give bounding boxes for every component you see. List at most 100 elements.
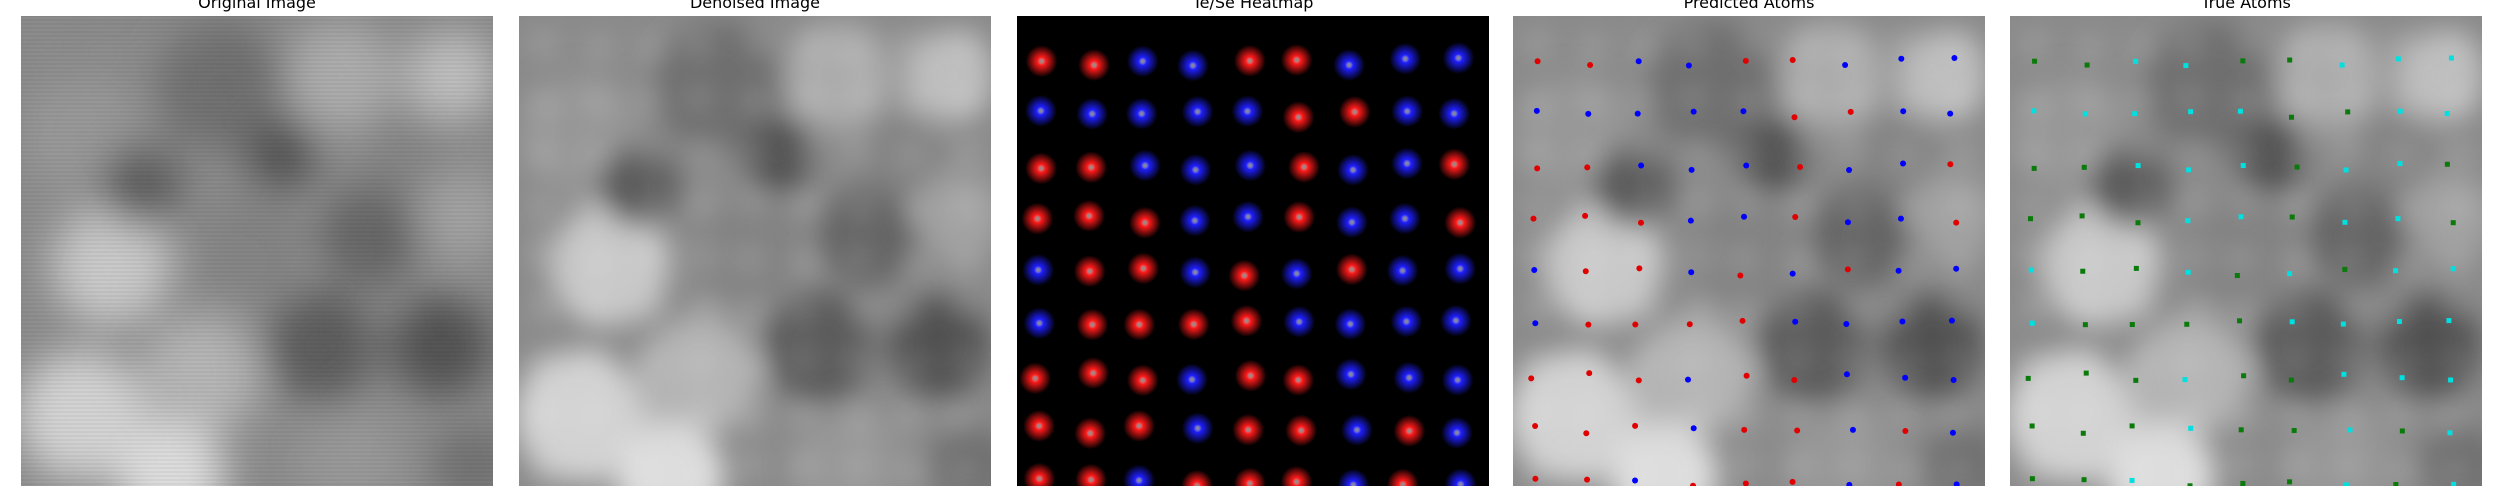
true-atom-marker	[2132, 111, 2138, 117]
heatmap-peak	[1228, 259, 1261, 292]
predicted-atom-marker	[1688, 269, 1695, 276]
heatmap-peak	[1334, 358, 1367, 391]
true-atom-marker	[2185, 218, 2191, 224]
true-atom-marker	[2240, 480, 2246, 486]
predicted-atom-marker	[1849, 426, 1856, 433]
heatmap-peak	[1442, 42, 1475, 75]
true-atom-marker	[2129, 423, 2135, 429]
panel-title-heatmap: Te/Se Heatmap	[1192, 0, 1314, 12]
denoised-image	[519, 16, 991, 486]
heatmap-peak	[1123, 409, 1156, 442]
true-atom-marker	[2025, 375, 2031, 381]
heatmap-peak	[1335, 253, 1368, 286]
heatmap-peak	[1335, 206, 1368, 239]
true-atom-marker	[2185, 269, 2191, 275]
predicted-atom-marker	[1632, 321, 1639, 328]
true-atom-marker	[2081, 477, 2087, 483]
panel-title-true: True Atoms	[2201, 0, 2291, 12]
true-atom-marker	[2289, 214, 2295, 220]
true-atom-marker	[2188, 425, 2194, 431]
predicted-atom-marker	[1900, 160, 1907, 167]
predicted-atom-marker	[1789, 270, 1796, 277]
true-atom-marker	[2444, 161, 2450, 167]
panel-denoised-image: Denoised Image	[519, 0, 991, 500]
heatmap-peak	[1233, 44, 1266, 77]
heatmap-peak	[1333, 49, 1366, 82]
heatmap-peak	[1025, 152, 1058, 185]
true-atom-marker	[2133, 265, 2139, 271]
predicted-atom-marker	[1742, 57, 1749, 64]
true-atom-marker	[2080, 430, 2086, 436]
true-atom-marker	[2347, 427, 2353, 433]
heatmap-peak	[1179, 153, 1212, 186]
true-atom-marker	[2345, 109, 2351, 115]
true-atom-marker	[2342, 266, 2348, 272]
predicted-atom-marker	[1585, 321, 1592, 328]
heatmap-peak	[1438, 148, 1471, 181]
heatmap-peak	[1175, 363, 1208, 396]
predicted-atom-marker	[1900, 108, 1907, 115]
heatmap-peak	[1076, 308, 1109, 341]
true-atom-marker	[2291, 427, 2297, 433]
heatmap-peak	[1438, 97, 1471, 130]
predicted-atom-marker	[1638, 162, 1645, 169]
predicted-atom-marker	[1532, 475, 1539, 482]
heatmap-peak	[1285, 414, 1318, 447]
true-atom-marker	[2399, 375, 2405, 381]
true-atom-marker	[2393, 482, 2399, 486]
true-atom-marker	[2287, 479, 2293, 485]
predicted-atom-marker	[1585, 110, 1592, 117]
true-atom-marker	[2027, 216, 2033, 222]
true-atom-marker	[2240, 163, 2246, 169]
predicted-atom-marker	[1690, 482, 1697, 486]
predicted-atom-marker	[1843, 321, 1850, 328]
true-atom-marker	[2397, 108, 2403, 114]
true-atom-marker	[2340, 321, 2346, 327]
predicted-atom-marker	[1582, 268, 1589, 275]
predicted-atom-marker	[1534, 58, 1541, 65]
heatmap-peak	[1023, 409, 1056, 442]
panel-title-original: Original Image	[198, 0, 316, 12]
true-atom-marker	[2183, 63, 2189, 69]
predicted-atom-marker	[1688, 166, 1695, 173]
heatmap-peak	[1386, 254, 1419, 287]
true-atom-marker	[2080, 268, 2086, 274]
heatmap-peak	[1337, 153, 1370, 186]
panel-title-predicted: Predicted Atoms	[1683, 0, 1815, 12]
heatmap-peak	[1393, 361, 1426, 394]
heatmap-peak	[1232, 413, 1265, 446]
heatmap-peak	[1181, 95, 1214, 128]
predicted-atom-marker	[1583, 430, 1590, 437]
predicted-atom-marker	[1635, 377, 1642, 384]
predicted-atom-marker	[1950, 376, 1957, 383]
heatmap-peak	[1230, 304, 1263, 337]
predicted-atom-marker	[1528, 375, 1535, 382]
true-atom-marker	[2238, 214, 2244, 220]
true-atom-marker	[2188, 109, 2194, 115]
predicted-atom-marker	[1737, 272, 1744, 279]
heatmap-peak	[1077, 357, 1110, 390]
predicted-atom-marker	[1902, 427, 1909, 434]
true-atom-marker	[2339, 62, 2345, 68]
predicted-atom-marker	[1797, 164, 1804, 171]
predicted-atom-marker	[1897, 215, 1904, 222]
predicted-atom-marker	[1953, 481, 1960, 486]
true-atom-marker	[2234, 273, 2240, 279]
true-atom-marker	[2238, 427, 2244, 433]
predicted-atom-marker	[1741, 426, 1748, 433]
true-atom-marker	[2289, 319, 2295, 325]
heatmap-peak	[1439, 304, 1472, 337]
heatmap-peak	[1340, 413, 1373, 446]
predicted-atom-marker	[1895, 481, 1902, 486]
heatmap-peak	[1388, 202, 1421, 235]
heatmap-peak	[1233, 467, 1266, 486]
predicted-atom-marker	[1789, 478, 1796, 485]
heatmap-peak	[1179, 256, 1212, 289]
predicted-atoms-image	[1513, 16, 1985, 486]
predicted-atom-marker	[1947, 161, 1954, 168]
true-atom-marker	[2450, 220, 2456, 226]
predicted-atom-marker	[1895, 267, 1902, 274]
heatmap-peak	[1181, 412, 1214, 445]
predicted-atom-marker	[1586, 370, 1593, 377]
predicted-atom-marker	[1690, 108, 1697, 115]
